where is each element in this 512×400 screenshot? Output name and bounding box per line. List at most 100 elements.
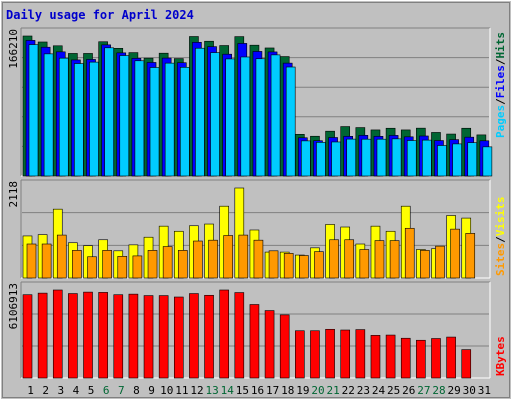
bar-kbytes-day-5 xyxy=(83,291,93,379)
bar-pages-day-6 xyxy=(104,47,114,177)
legend-separator: / xyxy=(494,236,507,243)
panel-2: 2118 xyxy=(7,179,491,279)
x-tick-label: 22 xyxy=(342,384,355,397)
bar-sites-day-4 xyxy=(72,250,82,279)
axis-legend-label: Sites/Visits xyxy=(494,197,507,277)
bar-pages-day-13 xyxy=(210,52,220,177)
bar-kbytes-day-15 xyxy=(234,292,245,379)
x-tick-label: 31 xyxy=(478,384,491,397)
legend-visits: Visits xyxy=(494,197,507,237)
bar-kbytes-day-13 xyxy=(204,294,214,379)
legend-separator: / xyxy=(494,98,507,105)
bar-sites-day-3 xyxy=(56,234,67,279)
panel-max-label: 2118 xyxy=(7,181,20,208)
x-tick-label: 5 xyxy=(88,384,95,397)
bar-sites-day-20 xyxy=(314,251,324,279)
bar-pages-day-12 xyxy=(195,47,205,177)
bar-sites-day-7 xyxy=(117,256,128,279)
bar-kbytes-day-25 xyxy=(385,334,396,379)
x-tick-label: 17 xyxy=(266,384,279,397)
x-tick-label: 21 xyxy=(327,384,340,397)
bar-sites-day-29 xyxy=(450,228,460,279)
x-tick-label: 25 xyxy=(387,384,400,397)
x-tick-label: 15 xyxy=(236,384,249,397)
bar-kbytes-day-4 xyxy=(68,293,78,379)
bar-kbytes-day-18 xyxy=(279,314,290,379)
bar-kbytes-day-22 xyxy=(340,329,351,379)
bar-pages-day-22 xyxy=(346,138,357,177)
x-tick-label: 20 xyxy=(311,384,324,397)
x-tick-label: 3 xyxy=(58,384,65,397)
bar-sites-day-25 xyxy=(389,240,400,279)
bar-sites-day-30 xyxy=(465,233,476,279)
bar-sites-day-6 xyxy=(102,250,112,279)
bar-sites-day-19 xyxy=(299,255,309,279)
bar-pages-day-11 xyxy=(179,67,190,177)
bar-sites-day-15 xyxy=(238,234,249,279)
bar-pages-day-17 xyxy=(270,54,281,177)
bar-kbytes-day-30 xyxy=(461,349,472,379)
axis-legend-text: Sites/Visits xyxy=(494,197,507,277)
bar-pages-day-15 xyxy=(240,56,251,177)
bar-pages-day-24 xyxy=(376,138,387,177)
bar-sites-day-14 xyxy=(223,235,233,279)
bar-sites-day-24 xyxy=(374,240,385,279)
bar-kbytes-day-23 xyxy=(355,329,366,379)
legend-kbytes: KBytes xyxy=(494,336,507,376)
bar-kbytes-day-10 xyxy=(158,295,169,379)
bar-pages-day-5 xyxy=(89,61,99,177)
chart-title: Daily usage for April 2024 xyxy=(6,8,194,22)
bar-sites-day-21 xyxy=(329,239,339,279)
bar-kbytes-day-21 xyxy=(325,328,335,379)
bar-kbytes-day-17 xyxy=(264,310,275,379)
x-tick-label: 16 xyxy=(251,384,264,397)
bar-sites-day-9 xyxy=(147,250,158,279)
panel-max-label: 166210 xyxy=(7,29,20,69)
x-tick-label: 14 xyxy=(221,384,235,397)
x-tick-label: 19 xyxy=(296,384,309,397)
x-tick-label: 4 xyxy=(73,384,80,397)
bar-kbytes-day-8 xyxy=(128,293,139,379)
bar-pages-day-27 xyxy=(422,139,432,177)
bar-pages-day-28 xyxy=(437,145,447,177)
x-tick-label: 30 xyxy=(463,384,476,397)
bar-kbytes-day-28 xyxy=(431,338,441,379)
axis-legend-label: KBytes xyxy=(494,336,507,376)
x-tick-label: 7 xyxy=(118,384,125,397)
bar-kbytes-day-20 xyxy=(310,330,320,379)
bar-pages-day-10 xyxy=(164,62,175,177)
x-tick-label: 2 xyxy=(42,384,49,397)
bar-pages-day-3 xyxy=(58,57,69,177)
bar-pages-day-7 xyxy=(119,55,130,177)
x-tick-label: 28 xyxy=(432,384,445,397)
bar-kbytes-day-6 xyxy=(98,292,108,379)
bar-kbytes-day-2 xyxy=(37,292,48,379)
bar-kbytes-day-24 xyxy=(370,335,381,379)
bar-sites-day-28 xyxy=(435,245,445,279)
bar-pages-day-25 xyxy=(391,138,402,177)
bar-sites-day-22 xyxy=(344,239,355,279)
bar-kbytes-day-16 xyxy=(249,304,260,379)
bar-kbytes-day-12 xyxy=(189,293,199,379)
bar-kbytes-day-11 xyxy=(173,296,184,379)
bar-sites-day-1 xyxy=(26,243,37,279)
axis-legend-text: KBytes xyxy=(494,336,507,376)
bar-kbytes-day-29 xyxy=(446,336,456,379)
x-tick-label: 12 xyxy=(190,384,203,397)
bar-sites-day-13 xyxy=(208,239,218,279)
bar-pages-day-9 xyxy=(149,67,160,177)
x-tick-label: 8 xyxy=(133,384,140,397)
legend-separator: / xyxy=(494,58,507,65)
x-tick-label: 9 xyxy=(148,384,155,397)
bar-kbytes-day-3 xyxy=(52,289,63,379)
bar-sites-day-26 xyxy=(404,227,415,279)
x-tick-label: 26 xyxy=(402,384,415,397)
bar-pages-day-16 xyxy=(255,58,266,177)
bar-kbytes-day-27 xyxy=(416,339,426,379)
bar-sites-day-18 xyxy=(283,253,294,279)
x-tick-label: 23 xyxy=(357,384,370,397)
bar-kbytes-day-9 xyxy=(143,295,154,379)
axis-legend-label: Pages/Files/Hits xyxy=(494,32,507,138)
x-tick-label: 13 xyxy=(205,384,218,397)
